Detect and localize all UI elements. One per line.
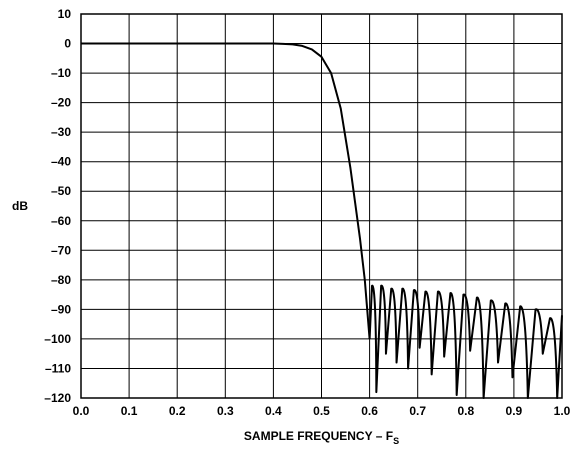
- x-axis-ticks: 0.0 0.1 0.2 0.3 0.4 0.5 0.6 0.7 0.8 0.9 1.0: [73, 404, 571, 418]
- y-axis-label: dB: [12, 199, 28, 213]
- x-tick-label: 0.4: [265, 404, 282, 418]
- y-tick-label: –70: [51, 243, 71, 257]
- y-tick-label: –80: [51, 273, 71, 287]
- y-tick-label: –110: [45, 361, 71, 375]
- x-tick-label: 0.0: [73, 404, 90, 418]
- y-axis-ticks: 10 0 –10 –20 –30 –40 –50 –60 –70 –80 –90 –100 –110 –1…: [44, 7, 71, 405]
- x-tick-label: 0.2: [169, 404, 186, 418]
- x-tick-label: 0.6: [361, 404, 378, 418]
- y-tick-label: –90: [51, 302, 71, 316]
- x-axis-label: SAMPLE FREQUENCY – FS: [244, 429, 399, 446]
- y-tick-label: –30: [51, 125, 71, 139]
- y-tick-label: 10: [58, 7, 72, 21]
- y-tick-label: –60: [51, 214, 71, 228]
- y-tick-label: –120: [44, 391, 71, 405]
- x-tick-label: 0.3: [217, 404, 234, 418]
- y-tick-label: –40: [51, 155, 71, 169]
- x-axis-label-main: SAMPLE FREQUENCY – F: [244, 429, 393, 443]
- x-tick-label: 0.9: [506, 404, 523, 418]
- y-tick-label: –10: [51, 66, 71, 80]
- x-axis-label-subscript: S: [393, 436, 399, 446]
- x-tick-label: 0.7: [409, 404, 426, 418]
- y-tick-label: –100: [44, 332, 71, 346]
- y-tick-label: –50: [51, 184, 71, 198]
- x-tick-label: 0.8: [457, 404, 474, 418]
- y-tick-label: –20: [51, 96, 71, 110]
- x-tick-label: 1.0: [554, 404, 571, 418]
- grid: [81, 14, 562, 398]
- x-tick-label: 0.5: [313, 404, 330, 418]
- x-tick-label: 0.1: [121, 404, 138, 418]
- y-tick-label: 0: [64, 37, 71, 51]
